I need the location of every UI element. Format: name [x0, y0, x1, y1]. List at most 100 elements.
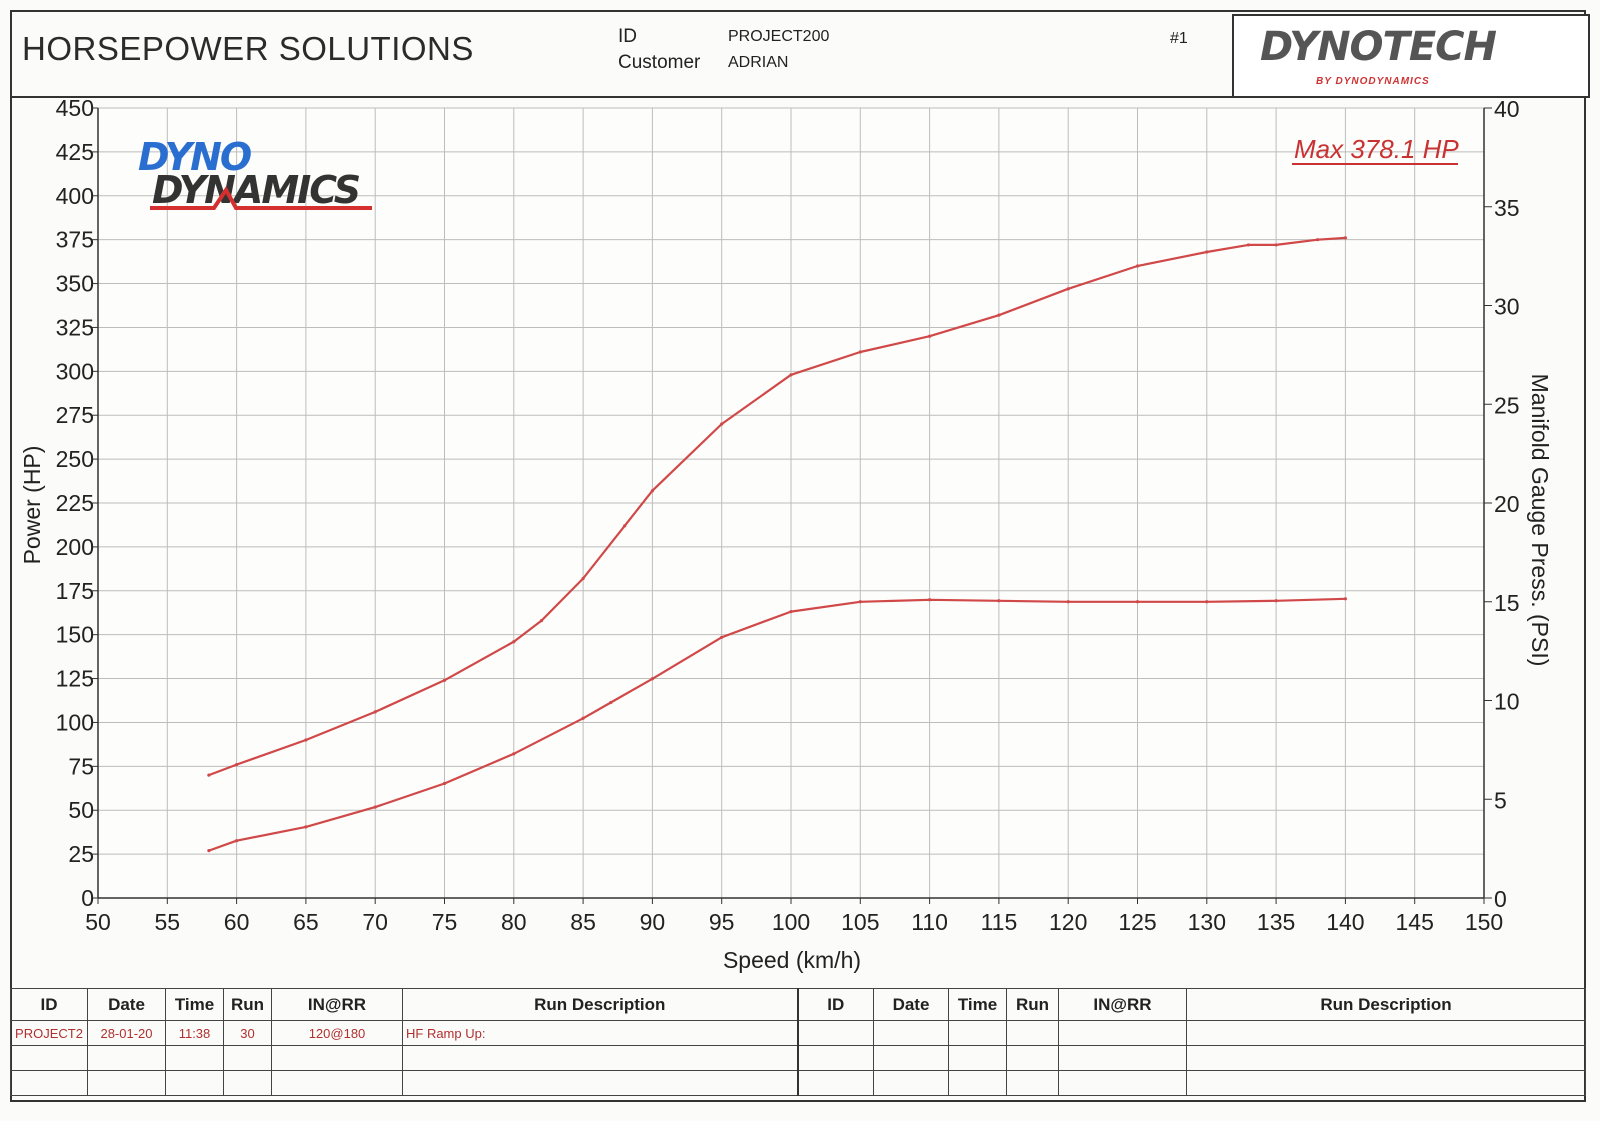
dynotech-logo-text: DYNOTECH	[1260, 24, 1497, 70]
table-cell: 120@180	[271, 1020, 403, 1046]
y-tick-label: 50	[68, 797, 94, 823]
y-tick-label: 75	[68, 753, 94, 779]
page-frame	[10, 10, 1586, 1102]
x-tick-label: 115	[981, 909, 1018, 935]
power-point	[1274, 243, 1278, 247]
power-point	[1343, 236, 1347, 240]
x-tick-label: 150	[1465, 909, 1503, 935]
table-cell	[1186, 1070, 1586, 1096]
logo-dyno-text: DYNO	[138, 135, 251, 179]
report-header: HORSEPOWER SOLUTIONS ID Customer PROJECT…	[10, 10, 1590, 98]
table-cell	[1058, 1070, 1187, 1096]
boost-point	[581, 716, 585, 720]
boost-point	[512, 752, 516, 756]
chart-series	[207, 236, 1347, 853]
y2-tick-label: 5	[1494, 787, 1507, 813]
boost-point	[235, 839, 239, 843]
x-tick-label: 90	[640, 909, 666, 935]
table-cell	[165, 1045, 224, 1071]
x-tick-label: 95	[709, 909, 735, 935]
table-header-row: ID Date Time Run IN@RR Run Description I…	[10, 988, 1586, 1021]
table-cell	[402, 1045, 798, 1071]
table-cell	[1058, 1020, 1187, 1046]
power-point	[1066, 287, 1070, 291]
boost-point	[997, 599, 1001, 603]
y2-tick-label: 25	[1494, 392, 1520, 418]
col-run-description: Run Description	[402, 988, 798, 1021]
x-tick-label: 75	[432, 909, 458, 935]
y2-tick-label: 35	[1494, 195, 1520, 221]
x-axis-label: Speed (km/h)	[723, 947, 861, 973]
table-cell	[1058, 1045, 1187, 1071]
logo-dynamics-text: DYNAMICS	[152, 168, 360, 212]
y2-tick-label: 30	[1494, 294, 1520, 320]
table-row: PROJECT2 28-01-20 11:38 30 120@180 HF Ramp Up…	[10, 1020, 1586, 1046]
y-tick-label: 200	[56, 534, 94, 560]
x-tick-label: 120	[1049, 909, 1087, 935]
table-cell	[10, 1045, 88, 1071]
y2-tick-label: 10	[1494, 689, 1520, 715]
table-cell	[271, 1070, 403, 1096]
max-annotation: Max 378.1 HP	[1292, 134, 1459, 165]
table-cell	[1186, 1045, 1586, 1071]
y2-tick-label: 15	[1494, 590, 1520, 616]
power-point	[1316, 238, 1320, 242]
table-cell	[402, 1070, 798, 1096]
power-point	[1205, 250, 1209, 254]
x-tick-label: 55	[155, 909, 181, 935]
boost-point	[1274, 599, 1278, 603]
dynotech-logo-subtext: BY DYNODYNAMICS	[1316, 76, 1430, 87]
table-cell	[223, 1070, 272, 1096]
id-value: PROJECT200	[728, 28, 830, 45]
y2-axis-label: Manifold Gauge Press. (PSI)	[1527, 374, 1553, 667]
col-in-rr: IN@RR	[271, 988, 403, 1021]
col-in-rr-2: IN@RR	[1058, 988, 1187, 1021]
y-tick-label: 425	[56, 139, 94, 165]
table-cell	[873, 1045, 949, 1071]
boost-point	[207, 849, 211, 853]
y-tick-label: 125	[56, 666, 94, 692]
x-tick-label: 80	[501, 909, 527, 935]
power-point	[1135, 264, 1140, 268]
x-tick-label: 125	[1118, 909, 1156, 935]
max-hp-label: Max 378.1 HP	[1294, 134, 1459, 164]
table-cell: 11:38	[165, 1020, 224, 1046]
x-tick-label: 110	[911, 909, 948, 935]
col-time-2: Time	[948, 988, 1007, 1021]
table-cell	[87, 1045, 166, 1071]
y2-tick-label: 40	[1494, 98, 1520, 122]
boost-point	[1135, 600, 1140, 604]
dynotech-logo: DYNOTECH BY DYNODYNAMICS	[1232, 14, 1590, 98]
table-cell	[271, 1045, 403, 1071]
x-tick-label: 65	[293, 909, 319, 935]
customer-label: Customer	[618, 52, 701, 73]
col-date-2: Date	[873, 988, 949, 1021]
power-point	[623, 524, 627, 528]
run-table: ID Date Time Run IN@RR Run Description I…	[10, 988, 1586, 1096]
x-tick-label: 135	[1257, 909, 1295, 935]
y-tick-label: 175	[56, 578, 94, 604]
col-time: Time	[165, 988, 224, 1021]
y-tick-label: 250	[56, 446, 94, 472]
boost-point	[789, 610, 793, 614]
table-cell	[1006, 1020, 1059, 1046]
table-cell	[873, 1070, 949, 1096]
dynodynamics-logo: DYNO DYNAMICS	[138, 135, 372, 212]
customer-value: ADRIAN	[728, 54, 789, 71]
col-id: ID	[10, 988, 88, 1021]
boost-point	[720, 635, 724, 639]
table-cell	[873, 1020, 949, 1046]
y2-tick-label: 0	[1494, 886, 1507, 912]
x-tick-label: 105	[841, 909, 879, 935]
chart-ticks: 50 55 60 65 70 75 80 85 90 95 100 105 110 115 120 125 13…	[56, 98, 1520, 935]
power-point	[207, 773, 211, 777]
y-tick-label: 450	[56, 98, 94, 121]
id-label: ID	[618, 26, 637, 47]
table-cell	[1186, 1020, 1586, 1046]
table-cell	[948, 1020, 1007, 1046]
y-tick-label: 350	[56, 271, 94, 297]
logo-pulse-line	[150, 186, 372, 210]
table-cell	[223, 1045, 272, 1071]
power-point	[650, 489, 655, 493]
boost-point	[442, 781, 447, 786]
